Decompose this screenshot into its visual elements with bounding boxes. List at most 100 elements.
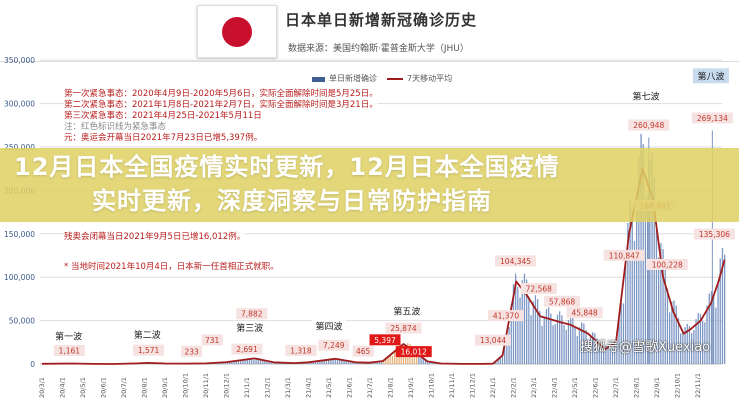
moving-average-line bbox=[41, 167, 726, 365]
daily-bar bbox=[499, 356, 501, 364]
data-label: 1,318 bbox=[290, 346, 312, 355]
data-label: 2,691 bbox=[236, 345, 258, 354]
data-label: 100,228 bbox=[652, 261, 683, 270]
data-label: 731 bbox=[205, 336, 220, 345]
legend: 单日新增确诊 7天移动平均 bbox=[312, 74, 452, 84]
daily-bar bbox=[312, 361, 314, 364]
daily-bar bbox=[504, 345, 506, 364]
daily-bar bbox=[345, 361, 347, 364]
daily-bar bbox=[565, 329, 567, 364]
daily-bar bbox=[662, 249, 664, 364]
data-label-box bbox=[369, 334, 401, 346]
daily-bar bbox=[251, 358, 253, 364]
daily-bar bbox=[383, 360, 385, 364]
daily-bar bbox=[574, 326, 576, 364]
daily-bar bbox=[416, 353, 418, 364]
daily-bar bbox=[394, 351, 396, 364]
x-tick-label: 20/11/1 bbox=[202, 373, 210, 398]
data-label: 465 bbox=[356, 347, 371, 356]
wave-label: 第七波 bbox=[633, 90, 660, 102]
data-label-box bbox=[544, 295, 581, 307]
daily-bar bbox=[666, 288, 669, 364]
daily-bar bbox=[563, 325, 565, 364]
legend-line-label: 7天移动平均 bbox=[407, 74, 453, 83]
daily-bar bbox=[323, 360, 325, 364]
x-tick-label: 21/5/1 bbox=[325, 377, 333, 398]
note-6: 残奥会闭幕当日2021年9月5日已增16,012例。 bbox=[64, 232, 246, 243]
daily-bar bbox=[376, 361, 378, 364]
daily-bar bbox=[497, 359, 499, 364]
daily-bar bbox=[510, 303, 512, 364]
daily-bar bbox=[620, 303, 622, 364]
y-tick-label: 350,000 bbox=[4, 56, 35, 65]
daily-bar bbox=[715, 307, 717, 364]
data-label: 7,249 bbox=[323, 341, 345, 350]
daily-bar bbox=[631, 210, 633, 364]
daily-bar bbox=[675, 305, 677, 364]
x-tick-label: 20/5/1 bbox=[79, 377, 87, 398]
x-tick-label: 20/6/1 bbox=[100, 377, 108, 398]
daily-bar bbox=[350, 360, 352, 364]
daily-bar bbox=[556, 314, 559, 364]
y-tick-label: 100,000 bbox=[4, 273, 35, 282]
daily-bar bbox=[253, 359, 255, 364]
wave-label: 第五波 bbox=[393, 306, 420, 318]
data-label-box bbox=[628, 119, 670, 131]
daily-bar bbox=[702, 320, 704, 364]
daily-bar bbox=[387, 355, 389, 364]
daily-bar bbox=[647, 196, 649, 364]
data-label: 104,345 bbox=[500, 257, 531, 266]
daily-bar bbox=[682, 331, 684, 364]
daily-bar bbox=[594, 333, 596, 364]
data-label: 260,948 bbox=[633, 121, 664, 130]
x-tick-label: 22/3/1 bbox=[530, 377, 538, 398]
note-4: 注：红色标识线为紧急事态 bbox=[64, 122, 167, 133]
data-label: 269,134 bbox=[697, 114, 728, 123]
legend-bar-swatch bbox=[312, 76, 325, 82]
wave-label-box bbox=[692, 68, 729, 84]
daily-bar bbox=[688, 326, 691, 364]
wave-label-box bbox=[130, 327, 165, 341]
x-tick-label: 21/3/1 bbox=[284, 377, 292, 398]
data-label: 45,848 bbox=[571, 309, 597, 318]
daily-bar bbox=[719, 258, 721, 364]
daily-bar bbox=[583, 323, 585, 364]
y-tick-label: 250,000 bbox=[4, 143, 35, 152]
wave-label-box bbox=[629, 89, 664, 103]
daily-bar bbox=[545, 309, 548, 364]
x-tick-label: 20/7/1 bbox=[120, 377, 128, 398]
x-tick-label: 22/7/1 bbox=[612, 377, 620, 398]
daily-bar bbox=[330, 358, 332, 364]
data-source: 数据来源：美国约翰斯·霍普金斯大学（JHU） bbox=[288, 44, 469, 54]
data-label-box bbox=[53, 344, 85, 356]
daily-bar bbox=[413, 352, 416, 364]
x-tick-label: 21/7/1 bbox=[366, 377, 374, 398]
daily-bar bbox=[429, 361, 431, 364]
wave-label-box bbox=[232, 321, 267, 335]
x-tick-label: 21/10/1 bbox=[428, 373, 436, 398]
daily-bar bbox=[600, 346, 603, 364]
x-tick-label: 22/6/1 bbox=[592, 377, 600, 398]
data-label-box bbox=[691, 112, 733, 124]
daily-bar bbox=[336, 358, 339, 364]
daily-bar bbox=[578, 327, 581, 364]
note-7: * 当地时间2021年10月4日，日本新一任首相正式就职。 bbox=[64, 262, 279, 273]
data-label: 13,044 bbox=[480, 336, 506, 345]
data-label-box bbox=[236, 308, 268, 320]
wave-label: 第三波 bbox=[236, 322, 263, 334]
daily-bar bbox=[552, 325, 554, 364]
daily-bar bbox=[576, 336, 578, 364]
daily-bar bbox=[611, 347, 614, 364]
daily-bar bbox=[673, 300, 675, 364]
daily-bar bbox=[240, 360, 242, 364]
daily-bar bbox=[537, 299, 539, 364]
daily-bar bbox=[506, 339, 508, 364]
daily-bar bbox=[501, 354, 504, 364]
data-label: 7,882 bbox=[241, 310, 263, 319]
daily-bar bbox=[669, 312, 671, 364]
data-label-box bbox=[495, 255, 537, 267]
y-tick-label: 150,000 bbox=[4, 230, 35, 239]
daily-bar bbox=[655, 228, 658, 364]
daily-bar bbox=[651, 152, 653, 364]
daily-bar bbox=[519, 297, 521, 364]
